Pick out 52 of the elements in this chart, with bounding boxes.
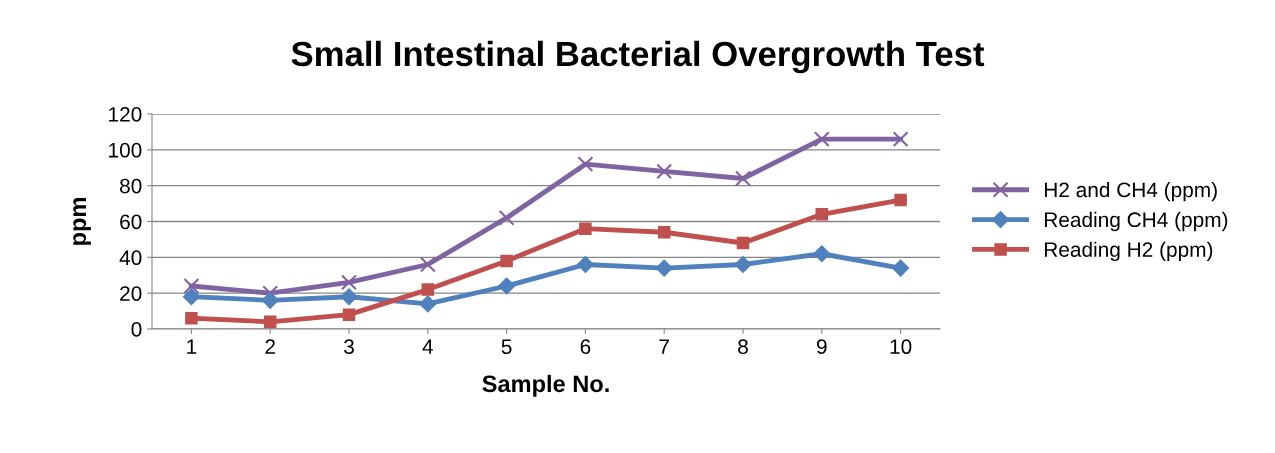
x-tick-label: 8 <box>738 339 748 355</box>
x-tick-label: 1 <box>187 339 197 354</box>
point <box>892 259 910 277</box>
point <box>183 278 200 294</box>
point <box>341 274 357 291</box>
y-tick-label: 120 <box>109 107 142 122</box>
x-tick-label: 3 <box>344 339 354 355</box>
point <box>657 225 671 239</box>
point <box>734 255 752 274</box>
x-tick-label: 2 <box>265 339 275 354</box>
point <box>579 222 592 235</box>
point <box>498 277 516 295</box>
x-tick-label: 6 <box>580 339 591 355</box>
point <box>185 311 198 325</box>
y-axis-title: ppm <box>73 198 91 245</box>
point <box>813 131 830 148</box>
legend-label: Reading H2 (ppm) <box>1044 241 1213 262</box>
chart-title: Small Intestinal Bacterial Overgrowth Test <box>291 40 985 74</box>
point <box>813 245 831 263</box>
point <box>261 291 279 309</box>
y-tick-label: 20 <box>120 286 142 301</box>
point <box>815 208 829 221</box>
point <box>419 256 436 273</box>
x-axis-title: Sample No. <box>482 374 609 397</box>
point <box>182 288 200 306</box>
x-tick-label: 4 <box>422 339 433 354</box>
x-tick-label: 9 <box>816 339 827 355</box>
y-tick-label: 60 <box>120 214 142 230</box>
point <box>421 283 435 296</box>
point <box>500 254 513 268</box>
legend-label: Reading CH4 (ppm) <box>1044 211 1228 232</box>
point <box>419 295 437 313</box>
y-tick-label: 0 <box>131 322 142 337</box>
point <box>892 131 909 148</box>
point <box>498 209 515 226</box>
point <box>894 193 907 207</box>
x-tick-label: 10 <box>890 339 912 355</box>
point <box>342 308 356 321</box>
x-tick-label: 7 <box>659 339 669 354</box>
y-tick-label: 80 <box>120 178 142 194</box>
y-tick-label: 100 <box>109 142 142 158</box>
point <box>577 156 594 173</box>
point <box>576 255 594 274</box>
point <box>263 315 277 329</box>
point <box>735 170 751 187</box>
point <box>340 288 358 306</box>
y-tick-label: 40 <box>119 250 142 266</box>
point <box>656 163 673 180</box>
x-tick-label: 5 <box>501 339 512 355</box>
legend-label: H2 and CH4 (ppm) <box>1044 181 1217 202</box>
point <box>655 259 673 277</box>
point <box>736 236 750 250</box>
